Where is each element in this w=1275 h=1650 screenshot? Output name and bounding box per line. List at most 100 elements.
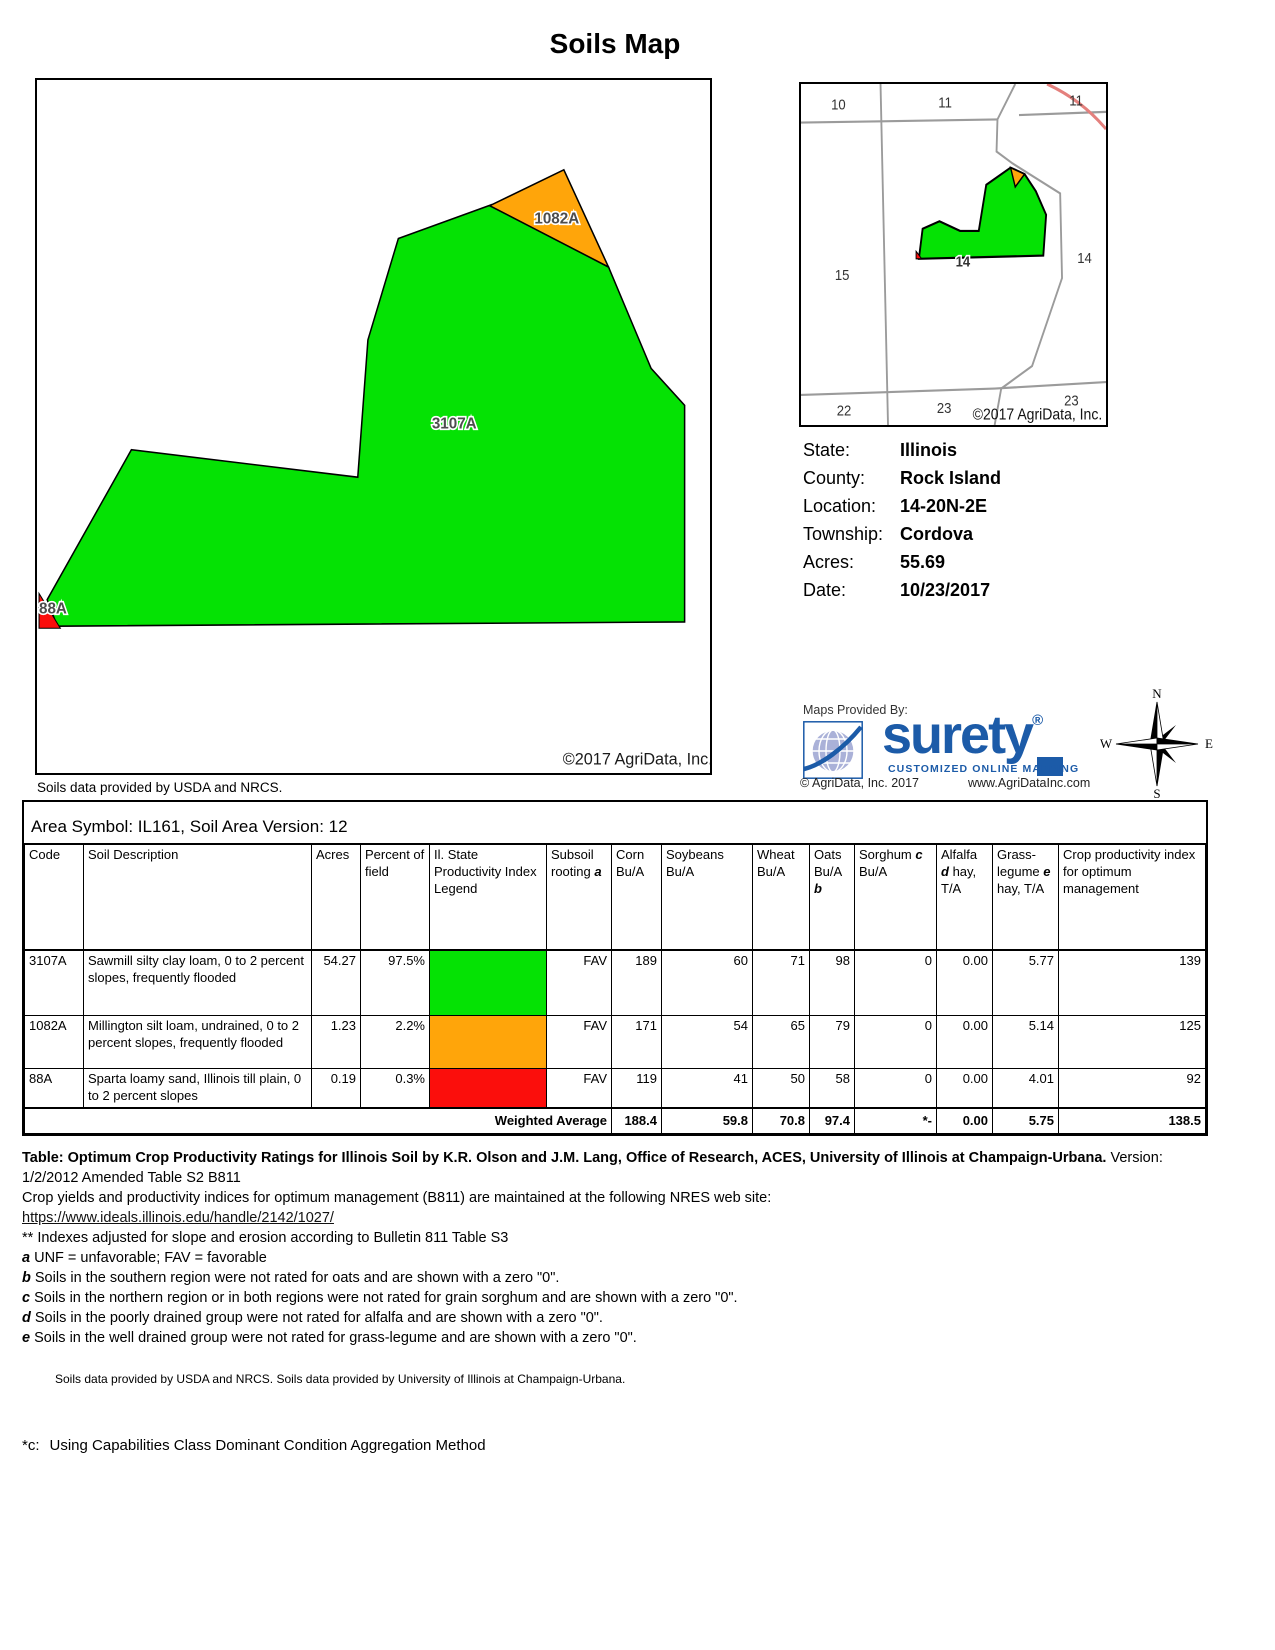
compass-east-label: E	[1205, 736, 1213, 751]
soil-area-label-red: 88A	[39, 600, 67, 617]
surety-logo-text: surety	[882, 705, 1034, 765]
col-header-productivity-legend: Il. State Productivity Index Legend	[429, 843, 547, 951]
cell-percent: 97.5%	[360, 949, 430, 1016]
footnote-e: e Soils in the well drained group were n…	[22, 1330, 637, 1346]
surety-wordmark: surety®	[882, 708, 1043, 762]
cell-description: Sawmill silty clay loam, 0 to 2 percent …	[83, 949, 312, 1016]
aggregation-text: Using Capabilities Class Dominant Condit…	[49, 1437, 486, 1454]
legend-color-swatch	[429, 1068, 547, 1109]
weighted-oats: 97.4	[809, 1107, 855, 1134]
maps-provided-by-label: Maps Provided By:	[803, 703, 908, 717]
weighted-alfalfa-hay: 0.00	[936, 1107, 993, 1134]
footnote-c: c Soils in the northern region or in bot…	[22, 1290, 738, 1306]
cell-description: Sparta loamy sand, Illinois till plain, …	[83, 1068, 312, 1109]
weighted-average-row: Weighted Average 188.4 59.8 70.8 97.4 *-…	[24, 1107, 1206, 1134]
footnote-a: a UNF = unfavorable; FAV = favorable	[22, 1250, 267, 1266]
cell-wheat: 50	[752, 1068, 810, 1109]
registered-trademark-symbol: ®	[1032, 712, 1044, 729]
compass-rose-icon: N S W E	[1100, 686, 1215, 805]
soil-productivity-table-panel: Area Symbol: IL161, Soil Area Version: 1…	[22, 800, 1208, 1136]
cell-crop-index: 139	[1058, 949, 1206, 1016]
cell-oats: 98	[809, 949, 855, 1016]
legend-color-swatch	[429, 949, 547, 1016]
cell-grass-legume-hay: 5.77	[992, 949, 1059, 1016]
table-row-3107a: 3107A Sawmill silty clay loam, 0 to 2 pe…	[24, 949, 1206, 1016]
location-info: State: Illinois County: Rock Island Locati…	[803, 436, 1103, 604]
cell-subsoil-rooting: FAV	[546, 1015, 612, 1069]
cell-subsoil-rooting: FAV	[546, 949, 612, 1016]
table-source-line: Table: Optimum Crop Productivity Ratings…	[22, 1150, 1163, 1186]
main-soils-map: 3107A 1082A 88A ©2017 AgriData, Inc.	[35, 78, 713, 775]
inset-field-polygon-green	[917, 166, 1048, 260]
weighted-corn: 188.4	[611, 1107, 662, 1134]
section-locator-map: 10 11 11 15 14 14 22 23 23 ©2017 AgriDat…	[799, 82, 1108, 427]
col-header-subsoil-rooting: Subsoil rooting a	[546, 843, 612, 951]
info-label: Township:	[803, 524, 884, 544]
col-header-acres: Acres	[311, 843, 361, 951]
cell-oats: 79	[809, 1015, 855, 1069]
cell-percent: 2.2%	[360, 1015, 430, 1069]
cell-alfalfa-hay: 0.00	[936, 1068, 993, 1109]
cell-code: 3107A	[24, 949, 84, 1016]
weighted-average-label: Weighted Average	[24, 1107, 612, 1134]
col-header-percent-of-field: Percent of field	[360, 843, 430, 951]
section-locator-canvas: 10 11 11 15 14 14 22 23 23 ©2017 AgriDat…	[800, 82, 1108, 426]
agridata-website: www.AgriDataInc.com	[968, 776, 1091, 790]
cell-sorghum: 0	[854, 1068, 937, 1109]
agridata-copyright: © AgriData, Inc. 2017	[800, 776, 920, 790]
col-header-wheat: Wheat Bu/A	[752, 843, 810, 951]
col-header-alfalfa-hay: Alfalfa d hay, T/A	[936, 843, 993, 951]
info-label: Location:	[803, 496, 877, 516]
info-value: 55.69	[900, 552, 946, 572]
cell-corn: 171	[611, 1015, 662, 1069]
inset-field-section-label: 14	[956, 252, 971, 269]
info-row-location: Location: 14-20N-2E	[803, 492, 1103, 520]
cell-wheat: 71	[752, 949, 810, 1016]
aggregation-prefix: *c:	[22, 1437, 40, 1454]
legend-color-swatch	[429, 1015, 547, 1069]
info-value: Illinois	[900, 440, 958, 460]
inset-section-label: 23	[937, 399, 952, 416]
info-value: Cordova	[900, 524, 974, 544]
info-row-acres: Acres: 55.69	[803, 548, 1103, 576]
footnotes-block: Table: Optimum Crop Productivity Ratings…	[22, 1148, 1206, 1348]
main-soils-map-canvas: 3107A 1082A 88A ©2017 AgriData, Inc.	[37, 168, 713, 769]
soil-area-label-orange: 1082A	[534, 210, 579, 227]
info-value: 10/23/2017	[900, 580, 991, 600]
col-header-corn: Corn Bu/A	[611, 843, 662, 951]
col-header-soybeans: Soybeans Bu/A	[661, 843, 753, 951]
nres-link[interactable]: https://www.ideals.illinois.edu/handle/2…	[22, 1210, 334, 1226]
weighted-grass-legume-hay: 5.75	[992, 1107, 1059, 1134]
col-header-code: Code	[24, 843, 84, 951]
cell-acres: 54.27	[311, 949, 361, 1016]
area-symbol-heading: Area Symbol: IL161, Soil Area Version: 1…	[31, 817, 348, 836]
compass-west-label: W	[1100, 736, 1113, 751]
aggregation-method-line: *c: Using Capabilities Class Dominant Con…	[22, 1437, 486, 1454]
compass-south-label: S	[1153, 786, 1160, 800]
col-header-sorghum: Sorghum c Bu/A	[854, 843, 937, 951]
col-header-crop-productivity-index: Crop productivity index for optimum mana…	[1058, 843, 1206, 951]
surety-globe-icon	[803, 721, 863, 784]
table-row-1082a: 1082A Millington silt loam, undrained, 0…	[24, 1015, 1206, 1069]
cell-alfalfa-hay: 0.00	[936, 949, 993, 1016]
surety-logo-block	[1037, 757, 1063, 776]
cell-code: 1082A	[24, 1015, 84, 1069]
weighted-sorghum: *-	[854, 1107, 937, 1134]
map-copyright: ©2017 AgriData, Inc.	[563, 749, 710, 768]
cell-soybeans: 54	[661, 1015, 753, 1069]
cell-crop-index: 92	[1058, 1068, 1206, 1109]
inset-section-label: 23	[1064, 392, 1079, 409]
cell-code: 88A	[24, 1068, 84, 1109]
soil-area-polygon-orange	[487, 168, 611, 269]
info-value: Rock Island	[900, 468, 1002, 488]
inset-section-label: 14	[1077, 249, 1092, 266]
cell-crop-index: 125	[1058, 1015, 1206, 1069]
soil-productivity-table: Code Soil Description Acres Percent of f…	[24, 843, 1206, 1134]
inset-field-polygon-orange	[1009, 166, 1026, 189]
inset-section-label: 10	[831, 96, 846, 113]
info-row-township: Township: Cordova	[803, 520, 1103, 548]
cell-oats: 58	[809, 1068, 855, 1109]
cell-alfalfa-hay: 0.00	[936, 1015, 993, 1069]
info-label: County:	[803, 468, 866, 488]
